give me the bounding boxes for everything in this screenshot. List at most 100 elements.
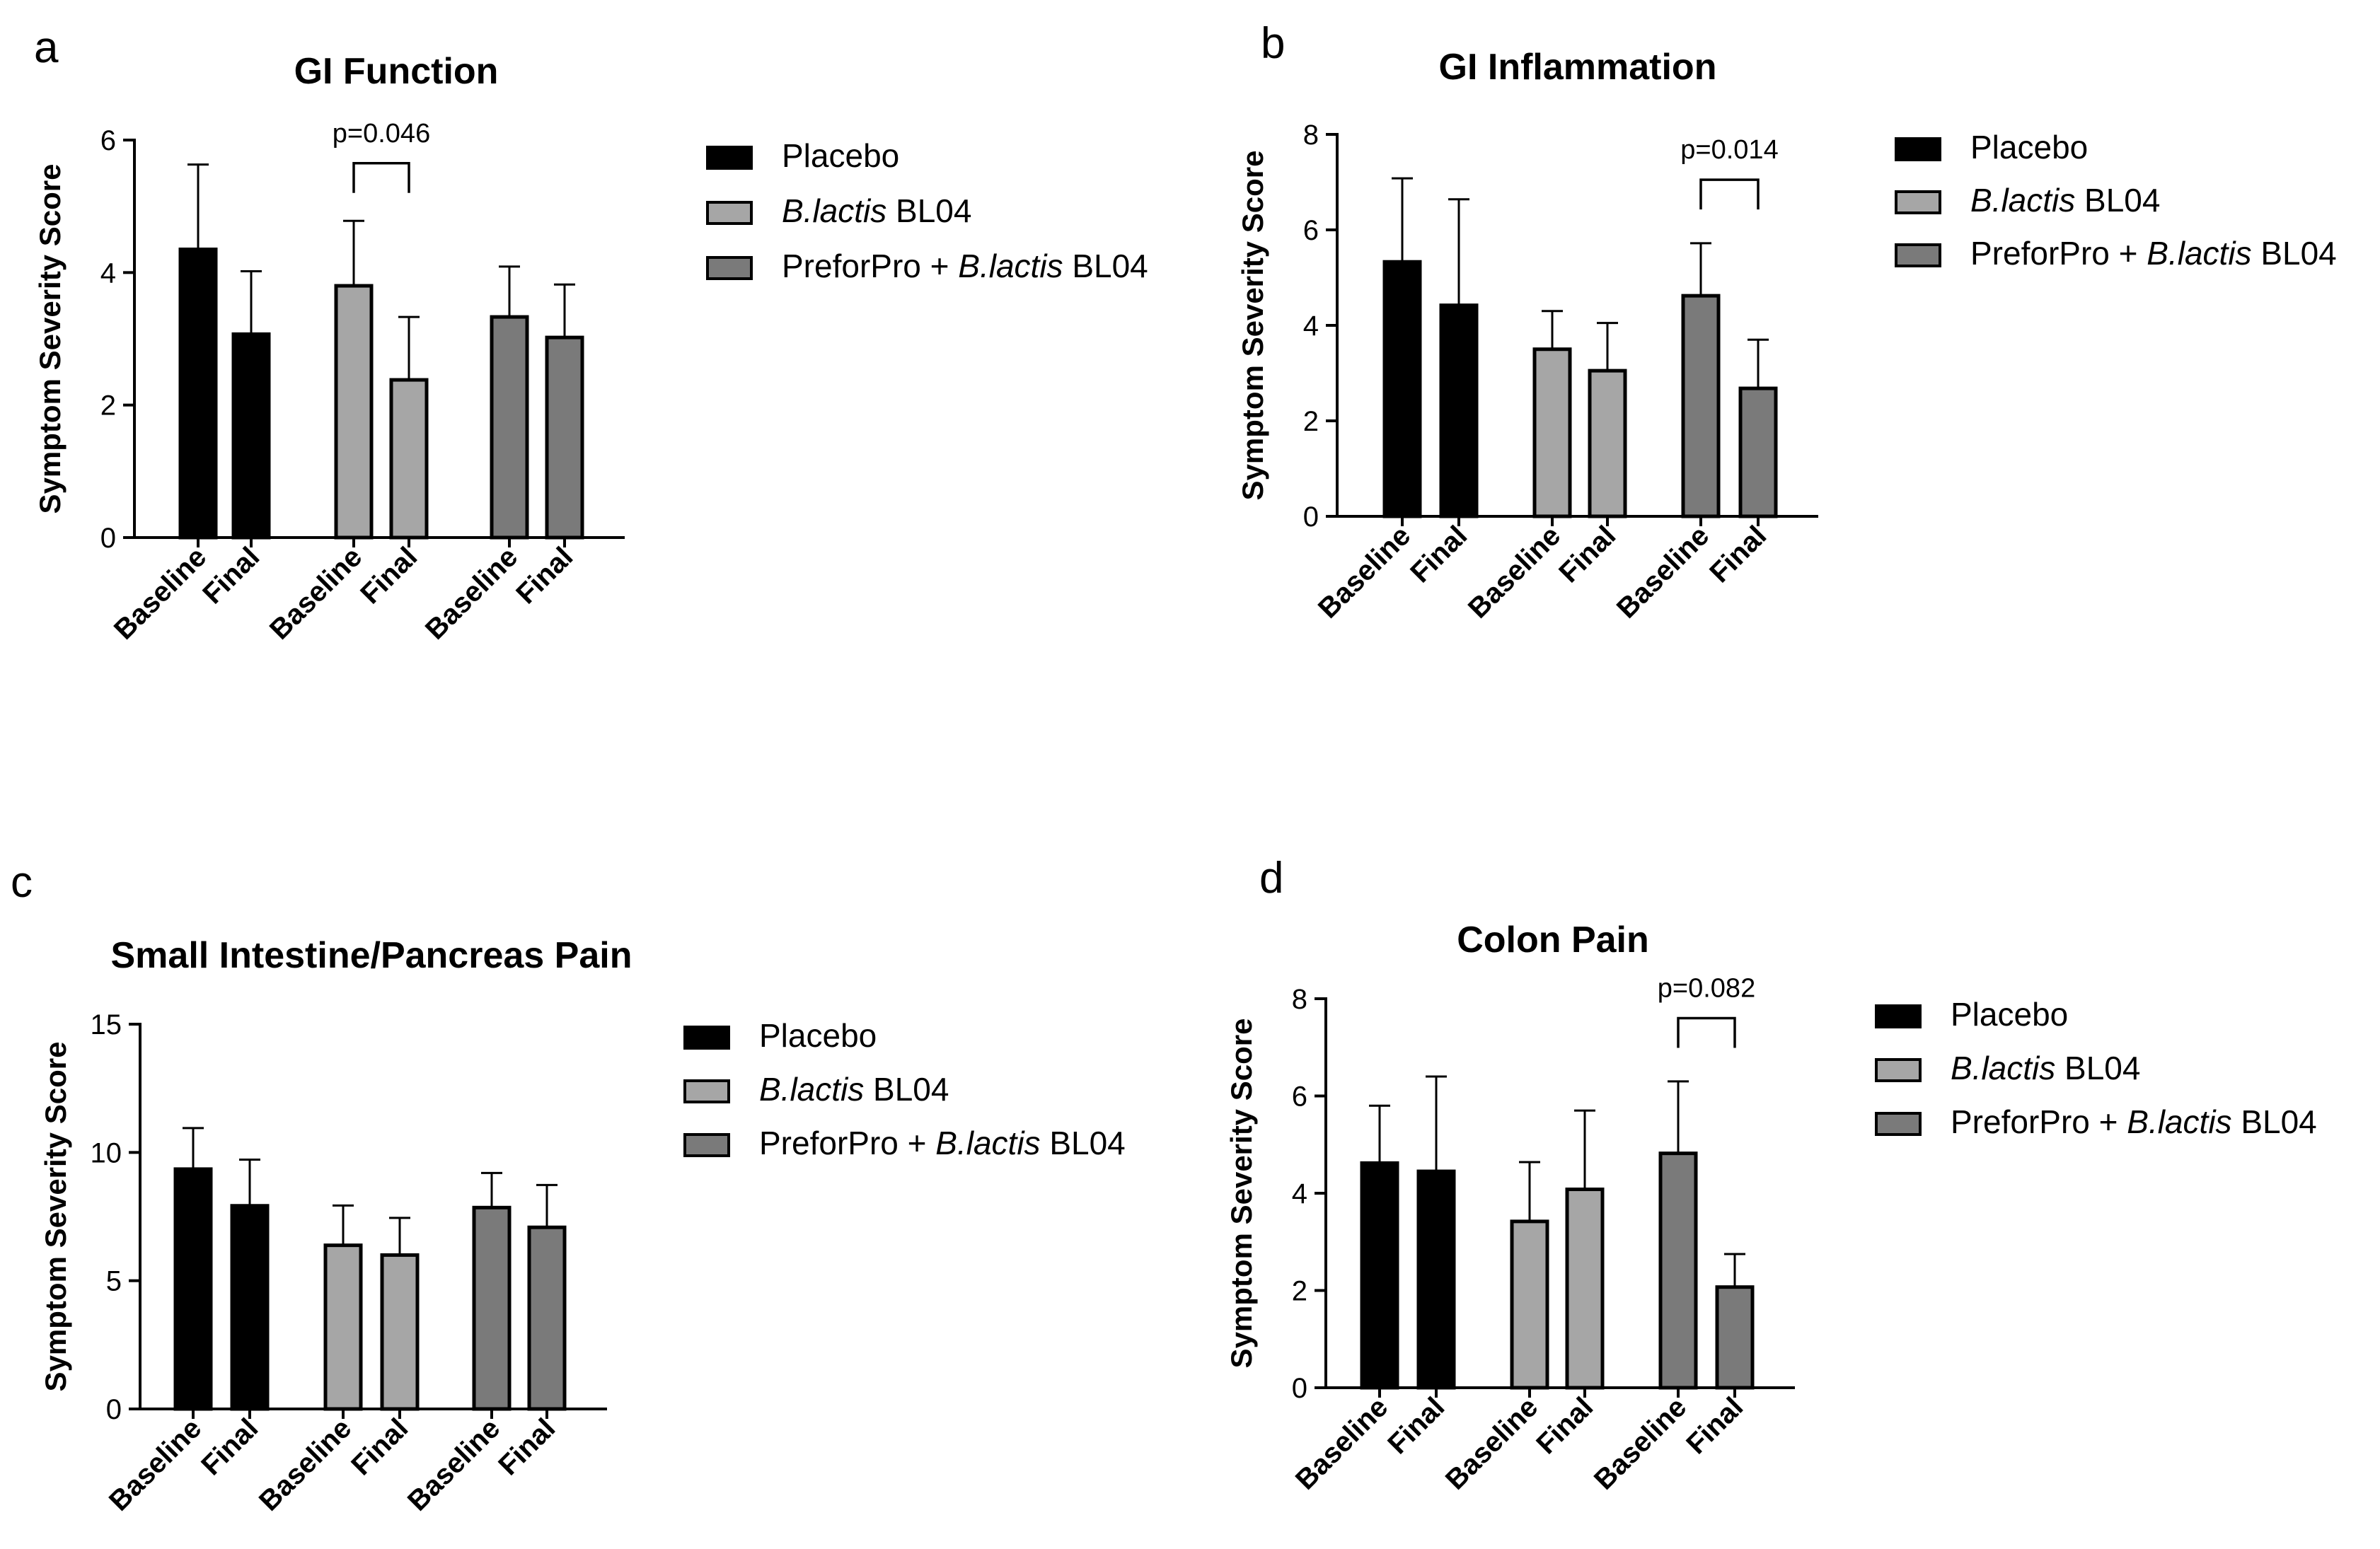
panel-letter: a [34,23,59,72]
bar [230,1204,270,1411]
legend-swatch [1895,190,1941,214]
significance-bracket [1699,178,1760,210]
significance-bracket [1677,1016,1736,1048]
panel-letter: d [1259,854,1283,903]
y-tick-label: 10 [91,1137,122,1168]
bar [527,1225,567,1411]
y-tick-label: 6 [1303,215,1319,246]
y-axis-label: Symptom Severity Score [1236,151,1269,501]
bar [545,335,584,540]
chart-svg-d: d Colon Pain Symptom Severity Score 0 2 4 6 8 Ba… [1225,854,2317,1496]
bar [334,284,374,540]
x-tick-label: Final [345,1412,414,1481]
panel-b-gi-inflammation: b GI Inflammation Symptom Severity Score 0 2… [1190,0,2380,774]
legend-swatch [1895,137,1941,161]
x-tick-label: Baseline [1611,520,1715,624]
bar [1382,260,1422,518]
bar [1658,1151,1698,1390]
bar [1510,1219,1549,1390]
bar [1416,1169,1456,1390]
legend-swatch [706,201,753,225]
y-tick-label: 0 [106,1394,122,1425]
legend-swatch [1895,243,1941,267]
chart-title: GI Function [294,51,499,92]
legend-label: PreforPro + B.lactis BL04 [782,248,1148,284]
y-tick-label: 8 [1303,120,1319,151]
x-tick-label: Baseline [402,1412,506,1516]
x-tick-label: Final [510,541,579,610]
panel-letter: b [1261,19,1285,68]
legend-swatch [1875,1112,1922,1136]
y-tick-label: 4 [1303,311,1319,342]
y-tick-label: 5 [106,1266,122,1297]
y-tick-label: 0 [100,523,116,554]
bar [1681,294,1721,518]
x-tick-label: Baseline [253,1412,357,1516]
legend-label: PreforPro + B.lactis BL04 [759,1125,1126,1161]
x-tick-label: Baseline [1440,1391,1544,1495]
p-value-label: p=0.046 [333,119,430,149]
x-tick-label: Final [354,541,423,610]
bar [1439,303,1479,518]
panel-a-gi-function: a GI Function Symptom Severity Score 0 2 4 6 Ba… [0,0,1190,774]
bar [1565,1188,1605,1390]
p-value-label: p=0.014 [1680,135,1778,165]
x-tick-label: Baseline [264,541,368,645]
panel-d-colon-pain: d Colon Pain Symptom Severity Score 0 2 4 6 8 Ba… [1190,806,2380,1549]
panel-letter: c [11,858,33,907]
bar [1532,347,1572,518]
x-tick-label: Final [1553,520,1622,588]
legend-swatch [683,1026,730,1050]
y-tick-label: 6 [1292,1081,1307,1113]
x-tick-label: Baseline [1290,1391,1394,1495]
x-tick-label: Final [195,1412,264,1481]
y-tick-label: 2 [100,390,116,422]
bar [472,1205,512,1411]
x-tick-label: Final [197,541,265,610]
x-tick-label: Baseline [420,541,524,645]
legend-label: Placebo [1951,996,2068,1033]
bar [323,1243,363,1411]
chart-svg-b: b GI Inflammation Symptom Severity Score 0 2… [1236,19,2337,625]
bar [1360,1161,1399,1390]
y-tick-label: 0 [1303,501,1319,533]
bar [1715,1285,1755,1390]
y-tick-label: 4 [100,257,116,289]
y-tick-label: 2 [1292,1276,1307,1307]
bar [380,1253,420,1411]
y-tick-label: 6 [100,125,116,156]
y-axis-label: Symptom Severity Score [33,164,67,514]
y-tick-label: 8 [1292,984,1307,1015]
legend-label: Placebo [759,1017,877,1054]
y-tick-label: 2 [1303,406,1319,437]
bar [231,332,271,540]
legend-swatch [683,1133,730,1157]
chart-svg-a: a GI Function Symptom Severity Score 0 2 4 6 Ba… [33,23,1148,646]
x-tick-label: Final [1404,520,1473,588]
x-tick-label: Baseline [1588,1391,1692,1495]
bar [1738,386,1778,518]
y-tick-label: 4 [1292,1178,1307,1209]
x-tick-label: Final [1382,1391,1450,1460]
bar [389,378,429,540]
legend-label: Placebo [1970,129,2088,166]
significance-bracket [352,162,410,193]
bar [1588,369,1627,518]
legend-label: B.lactis BL04 [1951,1050,2140,1086]
legend-label: B.lactis BL04 [1970,182,2160,219]
legend-label: PreforPro + B.lactis BL04 [1970,235,2337,272]
chart-title: Small Intestine/Pancreas Pain [111,935,632,976]
bar [173,1167,213,1411]
x-tick-label: Final [1680,1391,1749,1460]
x-tick-label: Baseline [108,541,212,645]
legend-swatch [1875,1004,1922,1028]
p-value-label: p=0.082 [1658,974,1755,1004]
legend-label: Placebo [782,137,899,174]
y-axis-label: Symptom Severity Score [39,1042,72,1392]
panel-c-small-intestine-pancreas-pain: c Small Intestine/Pancreas Pain Symptom Se… [0,806,1190,1549]
y-tick-label: 15 [91,1009,122,1040]
x-tick-label: Baseline [1462,520,1566,624]
x-tick-label: Final [1530,1391,1599,1460]
bar [490,315,529,540]
chart-title: GI Inflammation [1439,47,1717,88]
